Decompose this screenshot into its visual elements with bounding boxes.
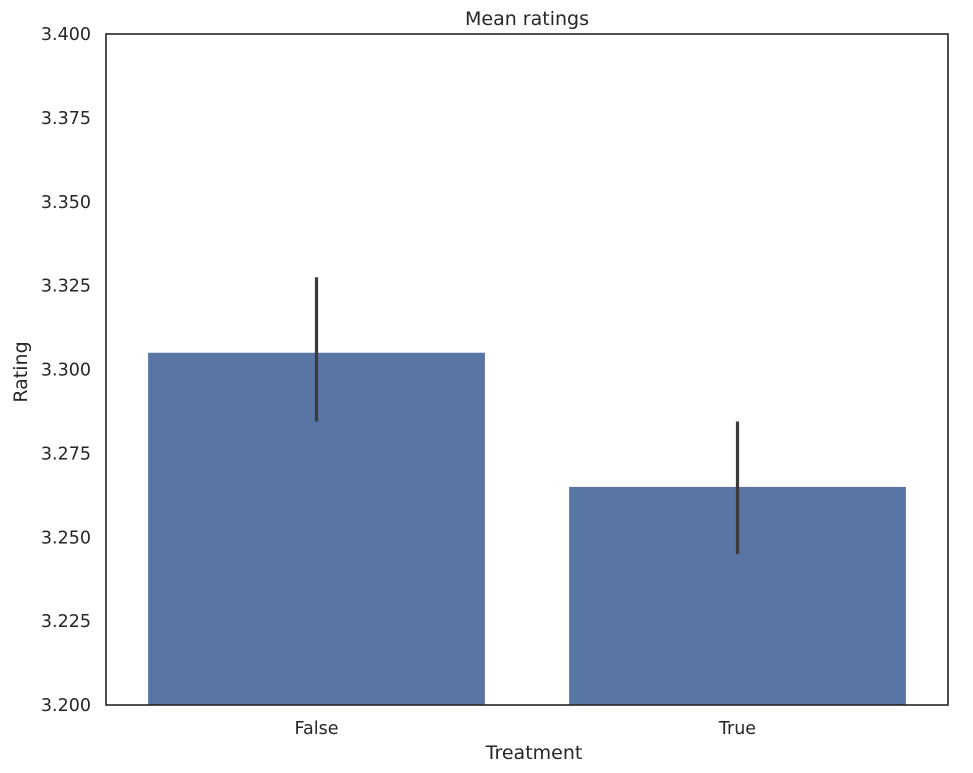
x-tick-label: True (718, 719, 756, 739)
y-tick-label: 3.250 (41, 528, 91, 548)
axes-frame (105, 33, 949, 706)
y-tick-label: 3.200 (41, 696, 91, 716)
y-axis-ticks: 3.200 3.225 3.250 3.275 3.300 3.325 3.350 3.375… (41, 25, 91, 716)
x-axis-label: Treatment (485, 742, 583, 764)
x-tick-label: False (295, 719, 339, 739)
plot-area (148, 277, 906, 705)
x-axis-ticks: False True (295, 719, 757, 739)
y-tick-label: 3.275 (41, 444, 91, 464)
y-tick-label: 3.375 (41, 109, 91, 129)
y-tick-label: 3.225 (41, 612, 91, 632)
y-tick-label: 3.325 (41, 277, 91, 297)
y-tick-label: 3.400 (41, 25, 91, 45)
y-tick-label: 3.350 (41, 193, 91, 213)
chart-title: Mean ratings (465, 8, 589, 30)
y-tick-label: 3.300 (41, 361, 91, 381)
y-axis-label: Rating (10, 341, 32, 402)
